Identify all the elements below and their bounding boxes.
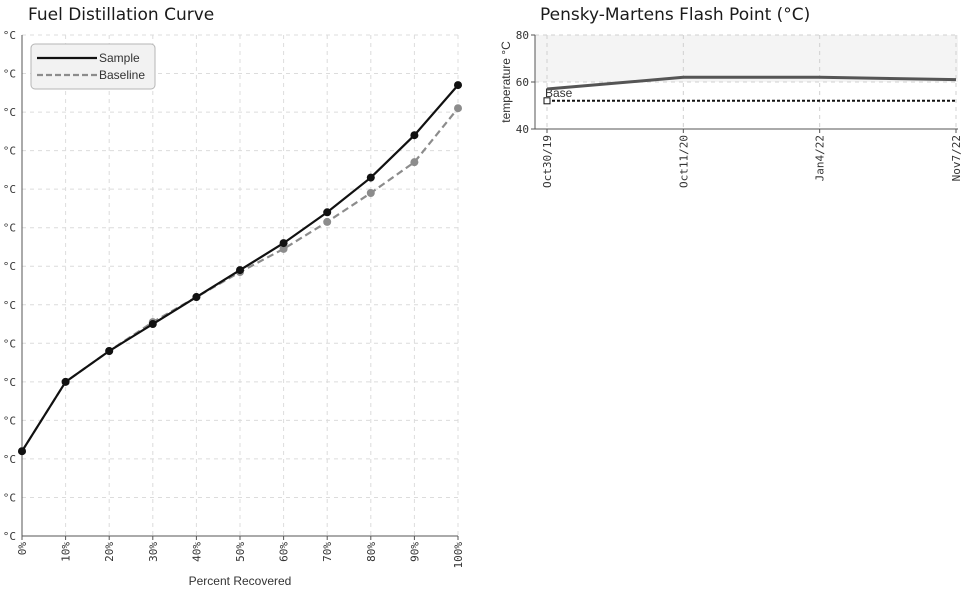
- legend: Sample Baseline: [30, 43, 156, 90]
- y-tick-label: °C: [3, 183, 16, 196]
- distillation-chart-title: Fuel Distillation Curve: [28, 5, 215, 25]
- x-tick-label: 30%: [147, 542, 160, 562]
- y-tick-label: °C: [3, 453, 16, 466]
- data-point-sample: [454, 81, 462, 90]
- data-point-baseline: [366, 189, 375, 198]
- x-tick-label: 60%: [278, 542, 291, 562]
- y-tick-label: °C: [3, 29, 16, 42]
- y-tick-label: 80: [516, 29, 529, 42]
- y-tick-label: °C: [3, 414, 16, 427]
- x-axis-label: Percent Recovered: [189, 574, 292, 588]
- series-line-baseline: [21, 107, 459, 452]
- data-point-sample: [323, 208, 332, 217]
- y-tick-label: °C: [3, 337, 16, 350]
- legend-label-baseline: Baseline: [99, 68, 145, 82]
- x-tick-label: Oct30/19: [541, 135, 554, 188]
- y-axis-label: temperature °C: [499, 41, 513, 123]
- x-tick-label: Oct11/20: [677, 135, 690, 188]
- data-point-baseline: [454, 104, 462, 113]
- x-tick-label: Nov7/22: [950, 135, 963, 181]
- y-tick-label: °C: [3, 491, 16, 504]
- series-line-flashpoint: [546, 75, 957, 91]
- data-point-sample: [18, 447, 26, 456]
- data-point-sample: [192, 293, 201, 302]
- data-point-sample: [236, 266, 244, 275]
- legend-label-sample: Sample: [99, 51, 140, 65]
- y-tick-label: 60: [516, 76, 529, 89]
- x-tick-label: 20%: [103, 542, 116, 562]
- x-tick-label: 90%: [408, 542, 421, 562]
- x-tick-label: 50%: [234, 542, 247, 562]
- y-tick-label: 40: [516, 123, 529, 136]
- y-tick-label: °C: [3, 260, 16, 273]
- y-tick-label: °C: [3, 376, 16, 389]
- plot-band: [535, 35, 958, 82]
- data-point-baseline: [279, 244, 288, 253]
- x-tick-label: 100%: [452, 542, 465, 569]
- data-point-sample: [279, 239, 288, 248]
- data-point-sample: [105, 347, 114, 356]
- x-tick-label: Jan4/22: [814, 135, 827, 181]
- y-tick-label: °C: [3, 106, 16, 119]
- x-tick-label: 70%: [321, 542, 334, 562]
- y-tick-label: °C: [3, 68, 16, 81]
- flashpoint-chart-title: Pensky-Martens Flash Point (°C): [540, 5, 811, 25]
- data-point-sample: [410, 131, 419, 140]
- x-tick-label: 80%: [365, 542, 378, 562]
- x-tick-label: 40%: [190, 542, 203, 562]
- distillation-plot-area: °C°C°C°C°C°C°C°C°C°C°C°C°C°C0% 10% 20% 30% 4…: [3, 29, 465, 588]
- data-point-baseline: [323, 217, 332, 226]
- y-tick-label: °C: [3, 530, 16, 543]
- data-point-baseline: [410, 158, 419, 167]
- data-point-sample: [366, 173, 375, 182]
- data-point-sample: [61, 377, 70, 386]
- y-tick-label: °C: [3, 222, 16, 235]
- y-tick-label: °C: [3, 145, 16, 158]
- legend-box: [30, 43, 156, 90]
- x-tick-label: 10%: [60, 542, 73, 562]
- y-tick-label: °C: [3, 299, 16, 312]
- base-marker: [543, 97, 551, 105]
- data-point-sample: [148, 320, 157, 329]
- x-tick-label: 0%: [16, 542, 29, 556]
